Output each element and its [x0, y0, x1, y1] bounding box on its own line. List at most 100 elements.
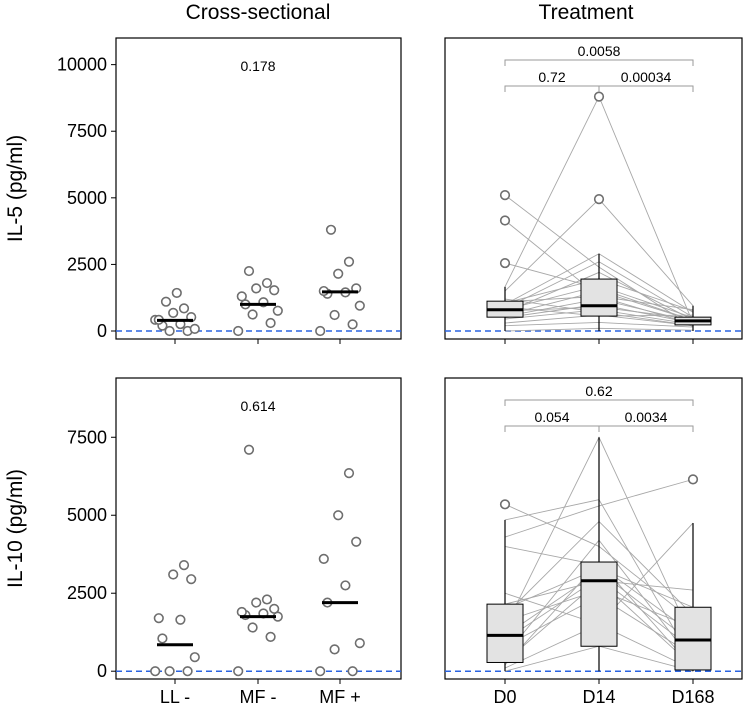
y-axis-label: IL-10 (pg/ml): [4, 469, 27, 588]
data-point: [243, 265, 255, 277]
data-point: [261, 277, 273, 289]
data-point: [189, 652, 200, 663]
data-point: [261, 594, 273, 605]
data-point: [354, 300, 365, 311]
data-point: [343, 468, 355, 479]
comparison-bracket: [598, 425, 694, 432]
data-point: [315, 325, 326, 337]
data-point: [251, 597, 262, 608]
data-point: [347, 319, 358, 330]
data-point: [168, 569, 179, 580]
box-iqr: [580, 561, 618, 647]
data-point: [182, 666, 193, 677]
y-axis-label: IL-5 (pg/ml): [4, 135, 27, 242]
comparison-p-value: 0.0058: [578, 43, 621, 59]
panel-il10-treatment: D0 D14 D168 0.054 0.0034 0.62: [444, 377, 743, 707]
comparison-p-value: 0.62: [585, 383, 612, 399]
y-tick-label: 5000: [67, 505, 107, 525]
panel-frame: [444, 37, 743, 340]
comparison-p-value: 0.00034: [621, 69, 672, 85]
panel-frame: [444, 377, 743, 680]
outlier-point: [499, 499, 511, 510]
data-point: [236, 291, 247, 302]
panel-frame: [115, 377, 402, 680]
outlier-point: [687, 474, 699, 485]
data-point: [243, 444, 255, 455]
outlier-point: [593, 194, 605, 205]
data-point: [329, 309, 340, 321]
comparison-bracket: [504, 59, 694, 66]
data-point: [186, 574, 197, 585]
x-tick-label: D168: [671, 687, 714, 707]
column-title-cross-sectional: Cross-sectional: [186, 1, 331, 24]
data-point: [354, 638, 365, 649]
y-tick-label: 0: [97, 661, 107, 681]
data-point: [164, 666, 175, 677]
data-point: [157, 633, 168, 644]
y-tick-label: 5000: [67, 188, 107, 208]
data-point: [247, 309, 258, 320]
comparison-bracket: [504, 85, 600, 92]
data-point: [175, 614, 186, 625]
y-tick-label: 7500: [67, 121, 107, 141]
data-point: [269, 285, 280, 296]
data-point: [233, 325, 244, 337]
data-point: [272, 305, 283, 316]
outlier-point: [499, 215, 511, 226]
column-title-treatment: Treatment: [539, 1, 634, 24]
data-point: [343, 256, 355, 267]
outlier-point: [593, 91, 605, 102]
x-tick-label: D14: [582, 687, 615, 707]
data-point: [247, 622, 258, 633]
data-point: [333, 510, 344, 521]
p-value-label: 0.178: [240, 58, 275, 74]
data-point: [233, 666, 244, 677]
data-point: [236, 606, 247, 618]
y-tick-label: 2500: [67, 254, 107, 274]
data-point: [351, 536, 362, 547]
y-tick-label: 0: [97, 321, 107, 341]
data-point: [333, 268, 344, 279]
data-point: [347, 666, 358, 677]
outlier-point: [499, 257, 511, 269]
comparison-bracket: [504, 399, 694, 406]
data-point: [315, 666, 326, 677]
x-tick-label: MF -: [240, 687, 277, 707]
box-iqr: [486, 603, 524, 663]
comparison-p-value: 0.054: [534, 409, 569, 425]
comparison-p-value: 0.72: [538, 69, 565, 85]
data-point: [164, 325, 175, 337]
box-iqr: [580, 278, 618, 317]
data-point: [171, 287, 182, 299]
data-point: [340, 580, 351, 591]
data-point: [168, 307, 179, 318]
panel-frame: [115, 37, 402, 340]
data-point: [178, 303, 190, 314]
x-tick-label: MF +: [319, 687, 361, 707]
y-tick-label: 2500: [67, 583, 107, 603]
comparison-bracket: [504, 425, 600, 432]
y-tick-label: 7500: [67, 427, 107, 447]
data-point: [153, 613, 164, 624]
panel-il10-cross-sectional: LL - MF - MF + 0 2500 5000 7500 IL-10 (pg/ml) 0.…: [4, 377, 402, 707]
data-point: [265, 317, 276, 329]
data-point: [325, 224, 337, 235]
panel-il5-cross-sectional: 0 2500 5000 7500 10000 IL-5 (pg/ml) 0.178: [4, 37, 402, 344]
data-point: [160, 296, 172, 307]
p-value-label: 0.614: [240, 398, 275, 414]
y-tick-label: 10000: [57, 55, 107, 75]
data-point: [265, 631, 276, 642]
outlier-point: [499, 190, 511, 201]
data-point: [318, 553, 329, 565]
data-point: [189, 323, 200, 334]
data-point: [269, 603, 280, 614]
data-point: [329, 644, 340, 655]
x-tick-label: LL -: [160, 687, 190, 707]
comparison-p-value: 0.0034: [625, 409, 668, 425]
x-tick-label: D0: [493, 687, 516, 707]
data-point: [251, 283, 262, 294]
comparison-bracket: [598, 85, 694, 92]
data-point: [150, 666, 161, 677]
